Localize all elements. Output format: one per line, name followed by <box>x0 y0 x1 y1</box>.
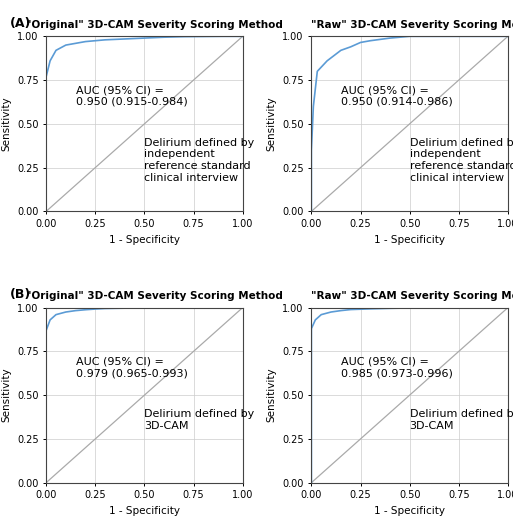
X-axis label: 1 - Specificity: 1 - Specificity <box>374 506 445 516</box>
Y-axis label: Sensitivity: Sensitivity <box>2 97 11 151</box>
X-axis label: 1 - Specificity: 1 - Specificity <box>374 235 445 244</box>
Text: "Raw" 3D-CAM Severity Scoring Method: "Raw" 3D-CAM Severity Scoring Method <box>311 20 513 30</box>
Text: AUC (95% CI) =
0.950 (0.915-0.984): AUC (95% CI) = 0.950 (0.915-0.984) <box>75 85 187 107</box>
X-axis label: 1 - Specificity: 1 - Specificity <box>109 235 180 244</box>
Text: (A): (A) <box>10 17 32 30</box>
Text: Delirium defined by
3D-CAM: Delirium defined by 3D-CAM <box>410 409 513 431</box>
Text: AUC (95% CI) =
0.979 (0.965-0.993): AUC (95% CI) = 0.979 (0.965-0.993) <box>75 357 188 378</box>
Y-axis label: Sensitivity: Sensitivity <box>267 368 277 422</box>
X-axis label: 1 - Specificity: 1 - Specificity <box>109 506 180 516</box>
Text: AUC (95% CI) =
0.950 (0.914-0.986): AUC (95% CI) = 0.950 (0.914-0.986) <box>341 85 452 107</box>
Text: AUC (95% CI) =
0.985 (0.973-0.996): AUC (95% CI) = 0.985 (0.973-0.996) <box>341 357 453 378</box>
Text: Delirium defined by
independent
reference standard
clinical interview: Delirium defined by independent referenc… <box>144 138 254 183</box>
Text: Delirium defined by
3D-CAM: Delirium defined by 3D-CAM <box>144 409 254 431</box>
Text: "Original" 3D-CAM Severity Scoring Method: "Original" 3D-CAM Severity Scoring Metho… <box>26 20 283 30</box>
Y-axis label: Sensitivity: Sensitivity <box>2 368 11 422</box>
Y-axis label: Sensitivity: Sensitivity <box>267 97 277 151</box>
Text: Delirium defined by
independent
reference standard
clinical interview: Delirium defined by independent referenc… <box>410 138 513 183</box>
Text: "Raw" 3D-CAM Severity Scoring Method: "Raw" 3D-CAM Severity Scoring Method <box>311 291 513 302</box>
Text: "Original" 3D-CAM Severity Scoring Method: "Original" 3D-CAM Severity Scoring Metho… <box>26 291 283 302</box>
Text: (B): (B) <box>10 289 31 302</box>
